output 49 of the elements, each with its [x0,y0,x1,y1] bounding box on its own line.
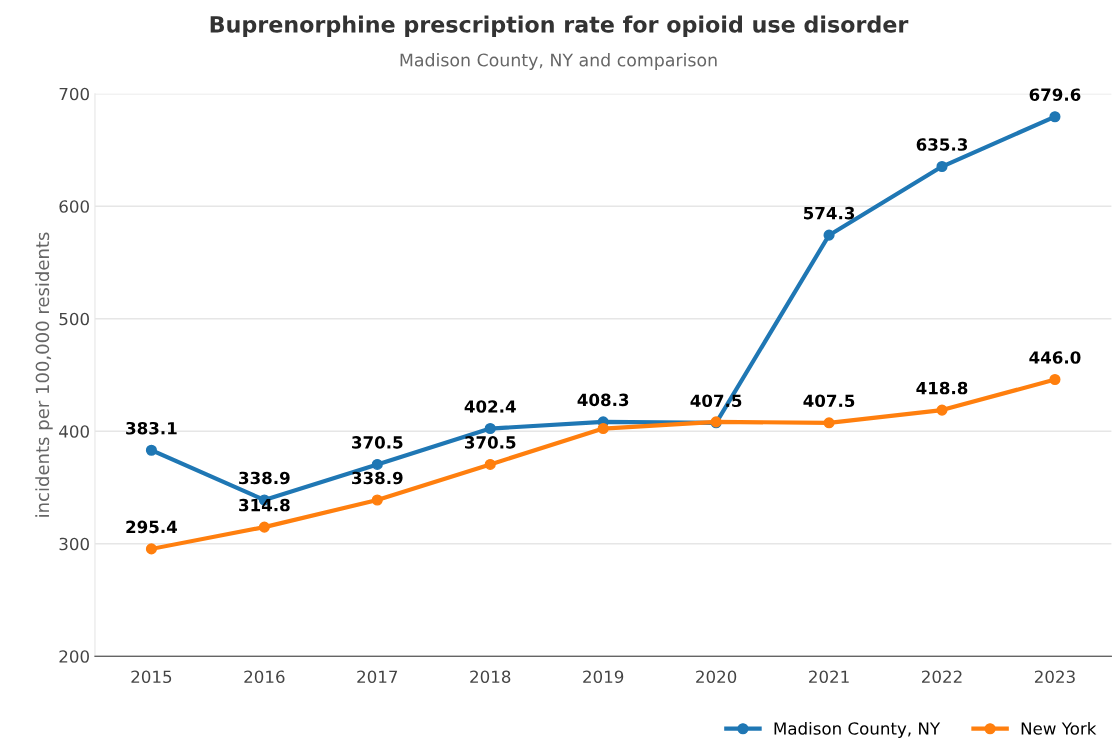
chart-subtitle: Madison County, NY and comparison [400,53,717,70]
point [484,422,496,435]
x-tick-label: 2018 [470,670,511,684]
point [823,229,835,241]
x-tick-label: 2022 [922,670,962,684]
data-label: 338.9 [239,471,290,485]
x-tick-label: 2019 [583,670,624,684]
point [936,404,948,416]
point [823,417,835,429]
data-label: 574.3 [803,206,855,220]
data-label: 446.0 [1029,351,1081,364]
data-label: 383.1 [126,421,177,435]
data-label: 679.6 [1029,88,1081,101]
x-tick-label: 2023 [1034,670,1075,684]
data-label: 370.5 [465,436,516,449]
point [371,494,383,506]
y-tick-label: 600 [59,200,89,213]
point [258,521,270,533]
data-label: 407.5 [803,394,855,408]
point [371,458,383,470]
legend-label: Madison County, NY [774,721,941,739]
data-label: 314.8 [239,498,290,512]
x-tick-label: 2016 [244,670,285,684]
y-tick-label: 300 [59,537,89,551]
point [145,543,157,555]
y-tick-label: 200 [59,650,89,663]
data-label: 338.9 [352,471,403,485]
y-tick-label: 500 [59,312,89,326]
data-label: 408.3 [577,393,629,407]
x-tick-label: 2017 [357,670,398,684]
point [484,458,496,470]
chart-title: Buprenorphine prescription rate for opioid use disorder [210,15,909,37]
y-tick-label: 700 [59,87,89,101]
legend-label: New York [1021,721,1097,735]
x-tick-label: 2020 [696,670,737,684]
x-tick-label: 2021 [809,670,849,684]
point [1049,373,1061,386]
data-label: 635.3 [916,138,968,151]
y-axis-title: incidents per 100,000 residents [35,232,53,517]
data-label: 370.5 [352,436,403,449]
data-label: 402.4 [464,400,516,413]
data-label: 418.8 [916,381,968,395]
point [936,160,948,173]
y-tick-label: 400 [59,425,89,438]
point [597,422,609,435]
point [145,444,157,456]
x-tick-label: 2015 [131,670,172,684]
data-label: 295.4 [126,520,178,534]
point [1049,111,1061,123]
